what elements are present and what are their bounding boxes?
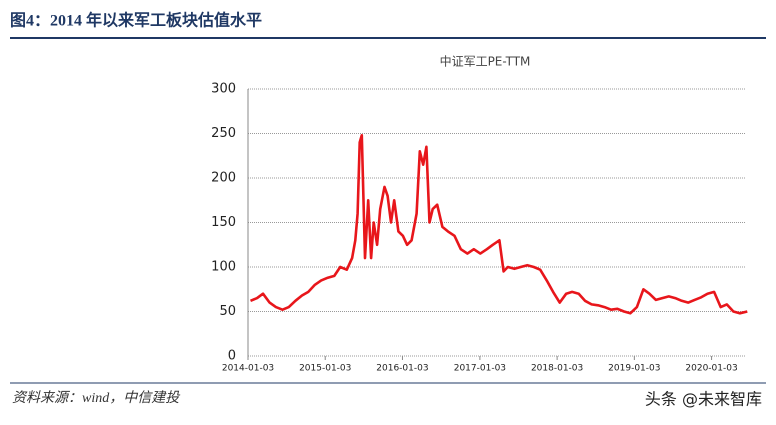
x-tick-label: 2018-01-03 xyxy=(531,364,583,374)
y-tick-label: 0 xyxy=(228,349,236,364)
pe-line xyxy=(250,134,748,315)
x-tick-label: 2020-01-03 xyxy=(685,364,737,374)
x-tick-label: 2014-01-03 xyxy=(222,364,274,374)
chart-title: 中证军工PE-TTM xyxy=(440,54,531,69)
y-tick-label: 250 xyxy=(211,126,236,141)
figure-title: 图4：2014 年以来军工板块估值水平 xyxy=(10,11,262,30)
y-tick-label: 100 xyxy=(211,260,236,275)
x-tick-label: 2017-01-03 xyxy=(454,364,506,374)
y-tick-label: 300 xyxy=(211,82,236,97)
y-tick-label: 200 xyxy=(211,171,236,186)
plot: 0 50 100 150 200 250 300 2014-01-03 2015-01-03 20… xyxy=(211,82,748,374)
x-tick-label: 2015-01-03 xyxy=(299,364,351,374)
watermark: 头条 @未来智库 xyxy=(645,390,762,409)
source: 资料来源：wind，中信建投 xyxy=(12,390,181,406)
y-tick-label: 150 xyxy=(211,215,236,230)
x-tick-label: 2019-01-03 xyxy=(608,364,660,374)
y-tick-label: 50 xyxy=(219,304,236,319)
x-tick-label: 2016-01-03 xyxy=(376,364,428,374)
